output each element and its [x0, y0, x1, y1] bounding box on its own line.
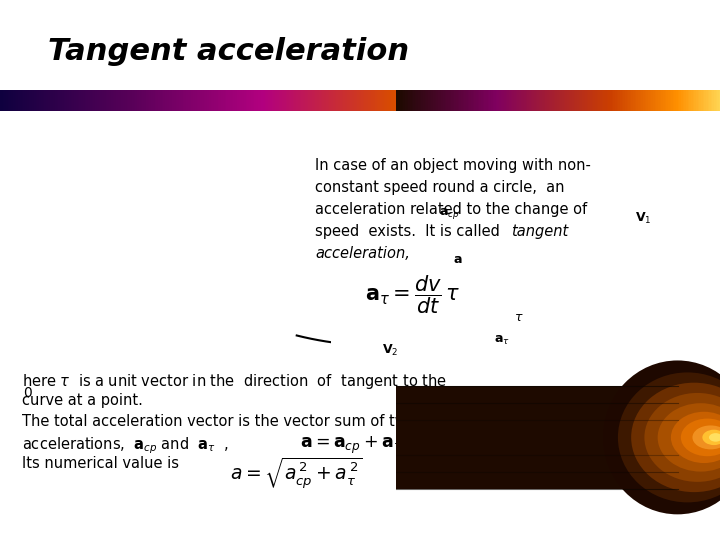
- Text: $a = \sqrt{a_{cp}^{\,2} + a_{\tau}^{\,2}}$: $a = \sqrt{a_{cp}^{\,2} + a_{\tau}^{\,2}…: [230, 456, 363, 491]
- Ellipse shape: [644, 393, 720, 482]
- Text: $\mathbf{a}_{cp}$: $\mathbf{a}_{cp}$: [439, 206, 459, 221]
- Text: 0: 0: [23, 386, 32, 400]
- Ellipse shape: [603, 361, 720, 514]
- Text: $\mathbf{a}_{\tau}$: $\mathbf{a}_{\tau}$: [494, 334, 510, 347]
- Text: Tangent acceleration: Tangent acceleration: [48, 37, 409, 66]
- Text: acceleration related to the change of: acceleration related to the change of: [315, 202, 587, 217]
- Ellipse shape: [703, 430, 720, 445]
- Text: $\mathbf{V}_2$: $\mathbf{V}_2$: [382, 343, 399, 358]
- Text: $\tau$: $\tau$: [514, 311, 524, 324]
- Text: The total acceleration vector is the vector sum of two vector: The total acceleration vector is the vec…: [22, 414, 467, 429]
- Text: In case of an object moving with non-: In case of an object moving with non-: [315, 158, 591, 173]
- Ellipse shape: [681, 418, 720, 456]
- Text: constant speed round a circle,  an: constant speed round a circle, an: [315, 180, 564, 195]
- Text: $\mathbf{a} = \mathbf{a}_{cp} + \mathbf{a}_{\tau}$: $\mathbf{a} = \mathbf{a}_{cp} + \mathbf{…: [300, 435, 402, 456]
- Ellipse shape: [657, 403, 720, 471]
- Text: $\mathbf{a}_{\tau} = \dfrac{dv}{dt}\,\tau$: $\mathbf{a}_{\tau} = \dfrac{dv}{dt}\,\ta…: [365, 273, 461, 315]
- Ellipse shape: [693, 426, 720, 449]
- Text: accelerations,  $\mathbf{a}_{cp}$ and  $\mathbf{a}_{\tau}$  ,: accelerations, $\mathbf{a}_{cp}$ and $\m…: [22, 435, 229, 456]
- Text: tangent: tangent: [511, 224, 568, 239]
- Text: $\mathbf{V}_1$: $\mathbf{V}_1$: [635, 211, 652, 226]
- Ellipse shape: [709, 433, 720, 442]
- Text: Its numerical value is: Its numerical value is: [22, 456, 179, 471]
- FancyBboxPatch shape: [396, 386, 644, 489]
- Ellipse shape: [631, 383, 720, 492]
- Text: acceleration,: acceleration,: [315, 246, 410, 261]
- Text: speed  exists.  It is called: speed exists. It is called: [315, 224, 509, 239]
- Text: $\mathbf{a}$: $\mathbf{a}$: [453, 253, 462, 266]
- Text: here $\tau$  is a unit vector in the  direction  of  tangent to the: here $\tau$ is a unit vector in the dire…: [22, 372, 447, 391]
- Text: curve at a point.: curve at a point.: [22, 393, 143, 408]
- Ellipse shape: [671, 411, 720, 463]
- Ellipse shape: [618, 373, 720, 502]
